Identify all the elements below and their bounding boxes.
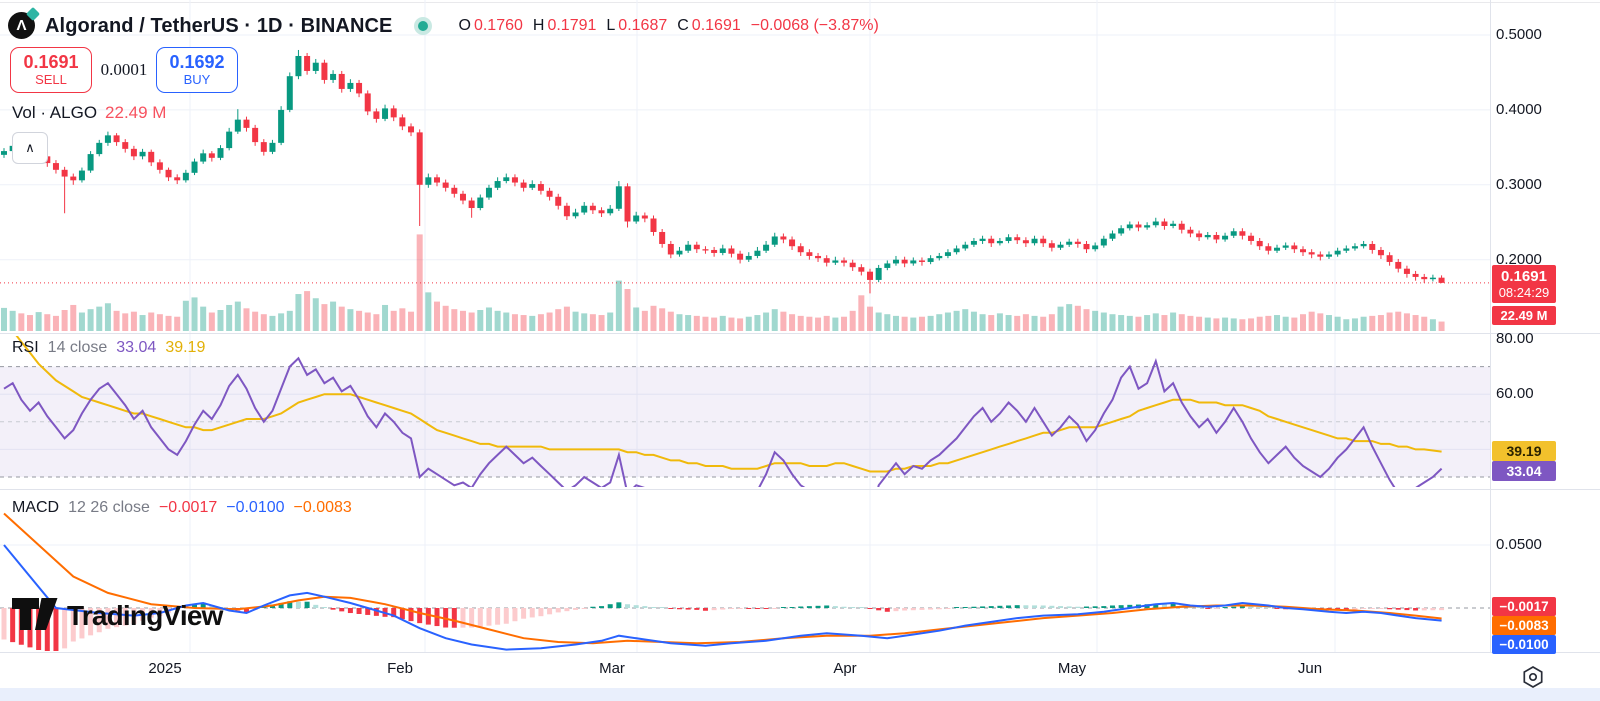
macd-legend: MACD 12 26 close −0.0017 −0.0100 −0.0083: [12, 499, 352, 517]
price-axis-tick: 0.5000: [1496, 26, 1542, 43]
close-value: 0.1691: [691, 17, 741, 34]
close-label: C: [677, 17, 689, 34]
last-price-badge: 0.1691 08:24:29: [1492, 265, 1556, 303]
time-axis-tick[interactable]: 2025: [148, 660, 182, 677]
rsi-value-badge: 33.04: [1492, 461, 1556, 481]
tradingview-wordmark: TradingView: [67, 600, 223, 631]
rsi-name[interactable]: RSI: [12, 339, 39, 356]
macd-line-badge: −0.0100: [1492, 635, 1556, 654]
bar-countdown: 08:24:29: [1498, 285, 1550, 300]
volume-legend: Vol · ALGO 22.49 M: [12, 103, 166, 123]
rsi-params: 14 close: [47, 339, 108, 356]
open-label: O: [458, 17, 471, 34]
buy-button[interactable]: 0.1692 BUY: [156, 47, 238, 93]
symbol-header: Λ Algorand / TetherUS · 1D · BINANCE O 0…: [8, 6, 879, 43]
tradingview-glyph-icon: [12, 598, 58, 630]
rsi-ma-badge: 39.19: [1492, 441, 1556, 461]
macd-axis-tick: 0.0500: [1496, 536, 1542, 553]
market-status-icon[interactable]: [413, 17, 432, 35]
sell-price: 0.1691: [23, 52, 79, 72]
volume-value: 22.49 M: [105, 103, 167, 122]
price-axis-tick: 0.4000: [1496, 100, 1542, 118]
time-axis-tick[interactable]: Mar: [599, 660, 625, 677]
price-axis-tick: 0.3000: [1496, 175, 1542, 193]
buy-label: BUY: [183, 72, 211, 87]
sell-button[interactable]: 0.1691 SELL: [10, 47, 92, 93]
buy-price: 0.1692: [169, 52, 225, 72]
bottom-scroll-strip[interactable]: [0, 688, 1600, 701]
rsi-ma-value: 39.19: [165, 339, 206, 356]
change-value: −0.0068 (−3.87%): [750, 17, 879, 34]
high-value: 0.1791: [547, 17, 597, 34]
symbol-title[interactable]: Algorand / TetherUS · 1D · BINANCE: [45, 14, 393, 37]
manage-panes-icon[interactable]: [1521, 665, 1545, 689]
sell-label: SELL: [35, 72, 67, 87]
tradingview-logo[interactable]: TradingView: [12, 597, 223, 635]
time-axis-tick[interactable]: May: [1057, 660, 1087, 677]
macd-signal-badge: −0.0083: [1492, 616, 1556, 635]
macd-hist-badge: −0.0017: [1492, 597, 1556, 616]
macd-line-value: −0.0100: [226, 499, 285, 516]
algorand-logo-icon: Λ: [8, 6, 41, 40]
low-label: L: [606, 17, 616, 34]
time-axis-tick[interactable]: Feb: [387, 660, 413, 677]
macd-name[interactable]: MACD: [12, 499, 60, 516]
last-price: 0.1691: [1501, 268, 1547, 285]
price-axis-tick: 0.2000: [1496, 250, 1542, 268]
macd-hist-value: −0.0017: [158, 499, 218, 516]
open-value: 0.1760: [473, 17, 523, 34]
time-axis-tick[interactable]: Apr: [833, 660, 857, 677]
rsi-legend: RSI 14 close 33.04 39.19: [12, 339, 205, 357]
rsi-axis-tick: 60.00: [1496, 385, 1534, 403]
macd-params: 12 26 close: [68, 499, 150, 516]
collapse-pane-button[interactable]: ∧: [12, 132, 48, 164]
spread-value: 0.0001: [100, 60, 148, 79]
rsi-axis-tick: 80.00: [1496, 330, 1534, 347]
volume-badge: 22.49 M: [1492, 306, 1556, 325]
time-axis-tick[interactable]: Jun: [1297, 660, 1323, 677]
ohlc-values: O 0.1760 H 0.1791 L 0.1687 C 0.1691 −0.0…: [459, 17, 879, 35]
rsi-value: 33.04: [116, 339, 157, 356]
high-label: H: [532, 17, 545, 34]
volume-label[interactable]: Vol · ALGO: [12, 103, 98, 122]
low-value: 0.1687: [618, 17, 668, 34]
chevron-up-icon: ∧: [25, 140, 35, 155]
top-border: [0, 2, 1600, 3]
macd-signal-value: −0.0083: [293, 499, 352, 516]
